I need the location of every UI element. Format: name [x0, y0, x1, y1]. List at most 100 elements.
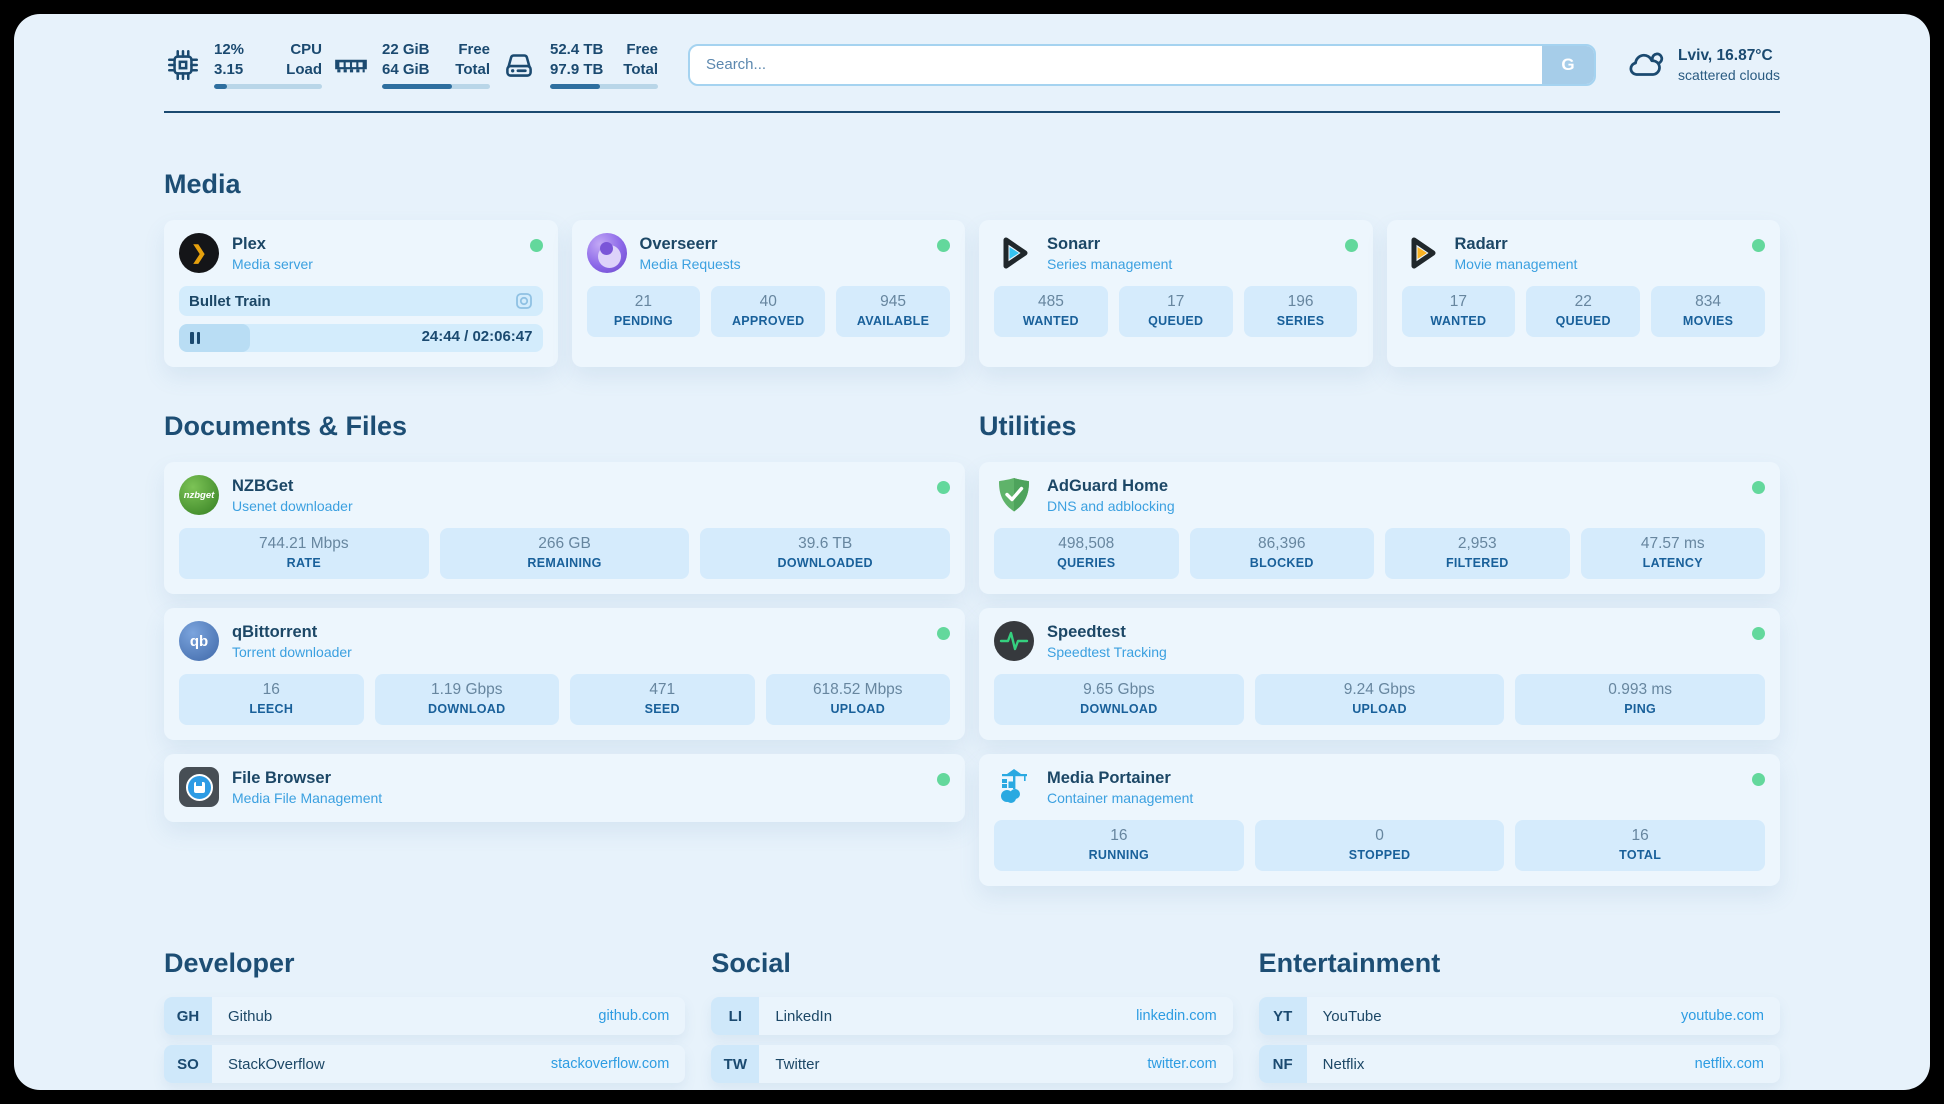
disk-free-value: 52.4 TB	[550, 41, 604, 58]
status-online-dot	[937, 481, 950, 494]
search-engine-button[interactable]: G	[1542, 45, 1595, 84]
link-netflix[interactable]: NF Netflix netflix.com	[1258, 1045, 1780, 1083]
disk-total-value: 97.9 TB	[550, 60, 604, 78]
overseerr-icon	[586, 233, 627, 273]
playback-time: 24:44 / 02:06:47	[421, 328, 533, 345]
dashboard-window: 12% 3.15 CPU Load	[14, 14, 1930, 1090]
cpu-load-label: Load	[286, 60, 322, 78]
service-subtitle: Container management	[1047, 789, 1194, 806]
stat-download: 9.65 Gbps DOWNLOAD	[994, 674, 1244, 725]
link-abbr-badge: YT	[1258, 997, 1307, 1035]
search-input[interactable]	[688, 43, 1597, 86]
status-online-dot	[1344, 239, 1358, 252]
portainer-icon	[994, 767, 1034, 807]
stat-ping: 0.993 ms PING	[1515, 674, 1766, 725]
service-name: qBittorrent	[232, 622, 318, 641]
stat-running: 16 RUNNING	[994, 820, 1244, 871]
service-name: NZBGet	[232, 476, 294, 495]
link-linkedin[interactable]: LI LinkedIn linkedin.com	[711, 997, 1233, 1035]
qbittorrent-icon: qb	[179, 621, 219, 661]
now-playing-icon	[515, 293, 532, 309]
service-name: Overseerr	[639, 234, 718, 253]
stat-leech: 16 LEECH	[179, 674, 364, 725]
card-adguard[interactable]: AdGuard Home DNS and adblocking 498,508 …	[979, 462, 1780, 594]
stat-upload: 618.52 Mbps UPLOAD	[765, 674, 950, 725]
card-portainer[interactable]: Media Portainer Container management 16 …	[979, 754, 1780, 886]
card-qbittorrent[interactable]: qb qBittorrent Torrent downloader 16 LEE…	[164, 608, 965, 740]
card-sonarr[interactable]: Sonarr Series management 485 WANTED 17 Q…	[979, 220, 1373, 367]
weather-widget: Lviv, 16.87°C scattered clouds	[1624, 44, 1780, 86]
links-section-developer: Developer GH Github github.com SO StackO…	[164, 948, 686, 1090]
service-name: Radarr	[1454, 234, 1508, 253]
link-stackoverflow[interactable]: SO StackOverflow stackoverflow.com	[164, 1045, 686, 1083]
ram-icon	[335, 59, 367, 72]
card-filebrowser[interactable]: File Browser Media File Management	[164, 754, 965, 822]
stat-movies: 834 MOVIES	[1651, 286, 1765, 337]
stat-latency: 47.57 ms LATENCY	[1580, 528, 1765, 579]
section-title-developer: Developer	[164, 948, 295, 978]
service-subtitle: Media Requests	[639, 255, 741, 272]
link-youtube[interactable]: YT YouTube youtube.com	[1258, 997, 1780, 1035]
status-online-dot	[1752, 773, 1765, 786]
card-radarr[interactable]: Radarr Movie management 17 WANTED 22 QUE…	[1386, 220, 1780, 367]
service-subtitle: Movie management	[1454, 255, 1578, 272]
card-speedtest[interactable]: Speedtest Speedtest Tracking 9.65 Gbps D…	[979, 608, 1780, 740]
cloud-icon	[1629, 52, 1664, 76]
now-playing-row: Bullet Train	[179, 286, 543, 316]
stat-blocked: 86,396 BLOCKED	[1189, 528, 1374, 579]
card-plex[interactable]: ❯ Plex Media server Bullet Train 24:44 /…	[164, 220, 558, 367]
status-online-dot	[1752, 481, 1765, 494]
cpu-load-value: 3.15	[214, 60, 244, 78]
ram-metric: 22 GiB 64 GiB Free Total	[332, 40, 490, 89]
header-bar: 12% 3.15 CPU Load	[164, 40, 1780, 89]
service-subtitle: Media server	[232, 255, 313, 272]
service-subtitle: Speedtest Tracking	[1047, 643, 1167, 660]
stat-queued: 22 QUEUED	[1526, 286, 1641, 337]
stat-downloaded: 39.6 TB DOWNLOADED	[700, 528, 951, 579]
service-subtitle: DNS and adblocking	[1047, 497, 1175, 514]
plex-icon: ❯	[179, 233, 219, 273]
service-name: Media Portainer	[1047, 768, 1171, 787]
stat-seed: 471 SEED	[570, 674, 755, 725]
status-online-dot	[529, 239, 543, 252]
status-online-dot	[937, 239, 950, 252]
ram-free-label: Free	[458, 41, 490, 58]
link-abbr-badge: TW	[711, 1045, 760, 1083]
stat-wanted: 485 WANTED	[994, 286, 1108, 337]
cpu-metric: 12% 3.15 CPU Load	[164, 40, 322, 89]
playback-progress-bar[interactable]: 24:44 / 02:06:47	[179, 324, 543, 352]
stat-queries: 498,508 QUERIES	[994, 528, 1179, 579]
links-section-entertainment: Entertainment YT YouTube youtube.com NF …	[1258, 948, 1780, 1090]
filebrowser-icon	[179, 767, 219, 807]
media-grid: ❯ Plex Media server Bullet Train 24:44 /…	[164, 220, 1780, 367]
stat-rate: 744.21 Mbps RATE	[179, 528, 429, 579]
stat-filtered: 2,953 FILTERED	[1385, 528, 1570, 579]
disk-progress-bar	[550, 84, 658, 89]
speedtest-icon	[994, 621, 1034, 661]
weather-location-temp: Lviv, 16.87°C	[1678, 46, 1773, 64]
cpu-label: CPU	[290, 41, 322, 58]
service-name: Plex	[232, 234, 266, 253]
now-playing-title: Bullet Train	[189, 292, 271, 310]
section-title-entertainment: Entertainment	[1258, 948, 1441, 978]
cpu-progress-bar	[214, 84, 322, 89]
card-overseerr[interactable]: Overseerr Media Requests 21 PENDING 40 A…	[571, 220, 965, 367]
adguard-icon	[994, 475, 1034, 515]
stat-total: 16 TOTAL	[1515, 820, 1766, 871]
link-github[interactable]: GH Github github.com	[164, 997, 686, 1035]
ram-free-value: 22 GiB	[382, 41, 430, 58]
weather-condition: scattered clouds	[1678, 66, 1780, 83]
link-abbr-badge: NF	[1258, 1045, 1307, 1083]
link-twitter[interactable]: TW Twitter twitter.com	[711, 1045, 1233, 1083]
service-name: Speedtest	[1047, 622, 1126, 641]
disk-metric: 52.4 TB 97.9 TB Free Total	[500, 40, 658, 89]
link-abbr-badge: SO	[164, 1045, 212, 1083]
nzbget-icon: nzbget	[179, 475, 219, 515]
section-title-social: Social	[711, 948, 791, 978]
link-abbr-badge: GH	[164, 997, 212, 1035]
stat-upload: 9.24 Gbps UPLOAD	[1254, 674, 1505, 725]
service-subtitle: Series management	[1047, 255, 1173, 272]
disk-icon	[506, 53, 532, 77]
card-nzbget[interactable]: nzbget NZBGet Usenet downloader 744.21 M…	[164, 462, 965, 594]
section-title-documents: Documents & Files	[164, 411, 408, 441]
